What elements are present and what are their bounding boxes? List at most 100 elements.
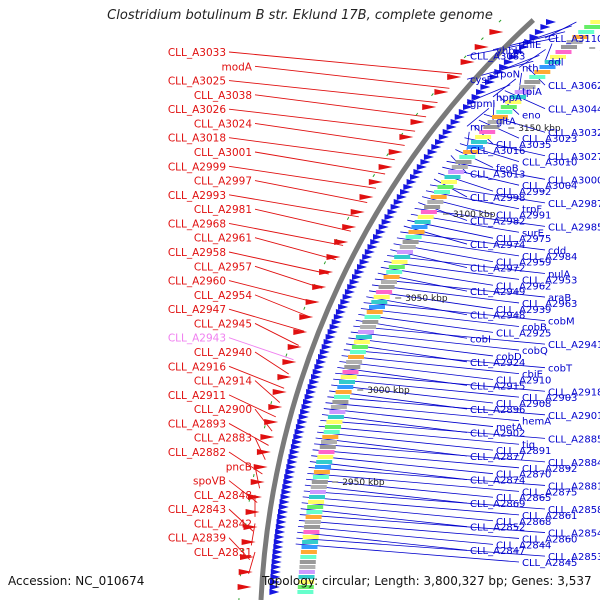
gene-arrow [325,334,336,340]
right-gene-label: CLL_A3035 [496,140,551,151]
gene-arrow [480,84,491,90]
kbp-tick-label: 3050 kbp [405,294,448,304]
gene-arrow [269,584,280,590]
gene-arrow [272,549,283,555]
gene-block [362,320,379,324]
reverse-gene-arrow [238,569,253,575]
gene-arrow [286,464,297,470]
reverse-gene-arrow [460,59,475,65]
gene-block [342,370,359,374]
left-gene-label: CLL_A3024 [194,118,253,130]
right-gene-label: CLL_A2984 [522,252,577,263]
right-gene-label: araB [548,293,571,304]
left-gene-label: CLL_A2916 [168,361,227,373]
gene-arrow [359,259,370,265]
left-label-line [254,437,266,460]
gene-block [317,455,334,459]
reverse-gene-arrow [248,494,262,500]
right-gene-label: CLL_A2877 [470,452,525,463]
right-label-line [314,443,546,463]
gene-arrow [400,189,410,195]
right-label-line [301,502,494,522]
gene-block [348,355,364,359]
gene-block [337,385,354,389]
right-label-line [333,378,520,398]
left-gene-label: CLL_A2981 [194,204,252,216]
gene-block [430,195,447,199]
gene-arrow [293,434,304,440]
right-label-line [309,461,468,480]
gene-arrow [364,249,375,255]
reverse-gene-arrow [250,479,265,485]
gene-block [326,420,343,424]
left-gene-label: CLL_A2997 [194,176,252,188]
gene-arrow [438,134,449,140]
reverse-gene-arrow [342,224,357,230]
gene-arrow [271,564,282,570]
left-gene-label: CLL_A2843 [168,504,226,516]
gene-arrow [294,429,305,435]
right-label-line [400,231,546,251]
gene-block [397,250,413,254]
right-gene-label: feoB [496,164,519,175]
left-gene-label: CLL_A2999 [168,161,226,173]
right-gene-label: CLL_A2902 [470,428,525,439]
reverse-gene-arrow [240,554,254,560]
right-gene-label: cobT [548,364,573,375]
right-gene-label: CLL_A2845 [522,558,577,569]
gene-block [304,525,321,529]
gene-block [310,485,327,489]
right-label-line [325,402,520,422]
right-gene-label: CLL_A2874 [470,476,525,487]
right-gene-label: yhbH [496,46,522,57]
right-label-line [297,531,468,551]
gene-block [463,150,480,154]
right-label-line [403,225,468,245]
gene-arrow [319,349,330,355]
gene-arrow [280,494,291,500]
right-label-line [343,349,546,369]
right-label-line [339,361,494,380]
gene-arrow [450,119,461,125]
gene-block [298,575,315,579]
gene-block [364,315,381,319]
gene-arrow [458,109,469,115]
reverse-gene-arrow [268,404,283,410]
right-gene-label: CLL_A2868 [496,517,551,528]
left-label-line [254,265,323,289]
gene-arrow [442,129,453,135]
right-gene-label: CLL_A2991 [496,211,551,222]
left-gene-label: CLL_A3038 [194,90,252,102]
right-gene-label: CLL_A2891 [496,446,551,457]
left-gene-label: CLL_A3001 [194,147,252,159]
left-gene-label: CLL_A2940 [194,347,252,359]
reverse-gene-arrow [243,524,258,530]
gene-block [302,540,319,544]
gene-arrow [390,204,401,210]
gene-block [514,90,531,94]
gene-arrow [416,164,427,170]
right-gene-label: CLL_A2910 [496,375,551,386]
gene-block [311,480,328,484]
right-gene-label: cobQ [522,346,548,357]
gene-arrow [298,414,309,420]
right-gene-label: CLL_A2953 [522,275,577,286]
gene-arrow [270,569,281,575]
right-label-line [478,119,520,139]
left-label-line [254,151,386,175]
reverse-gene-arrow [410,119,425,125]
reverse-gene-arrow [237,584,252,590]
gene-block [325,425,341,429]
right-gene-label: CLL_A2881 [548,481,600,492]
right-gene-label: cobM [548,317,575,328]
gene-arrow [316,359,327,365]
left-gene-label: spoVB [193,476,226,488]
right-gene-label: rnr [470,122,485,133]
gene-arrow [288,454,299,460]
right-gene-label: CLL_A3023 [522,134,577,145]
gene-block [399,245,416,249]
right-label-line [422,196,494,216]
gene-block [346,360,363,364]
reverse-gene-arrow [378,164,393,170]
right-gene-label: rpoN [496,69,520,80]
